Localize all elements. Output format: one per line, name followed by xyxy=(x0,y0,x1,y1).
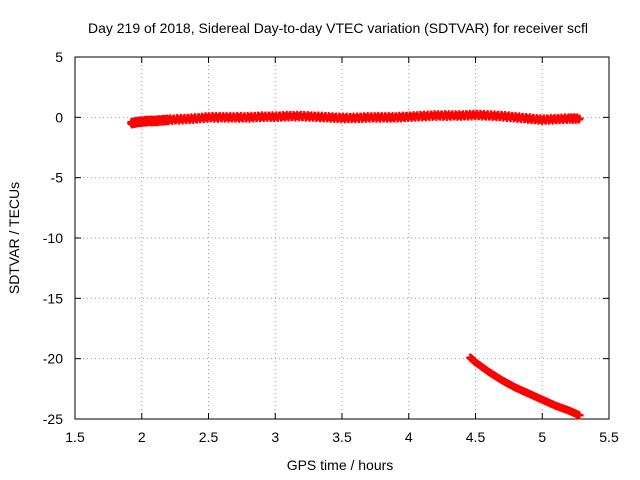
y-axis-label: SDTVAR / TECUs xyxy=(6,182,22,294)
x-tick-label: 2.5 xyxy=(199,429,219,445)
y-tick-label: 0 xyxy=(55,109,63,125)
data-point-secondary xyxy=(575,411,584,420)
axis-ticks: 1.5 2 2.5 3 3.5 4 4.5 5 5.5 5 0 -5 -10 -15 -20 -25 xyxy=(43,49,619,445)
grid-lines xyxy=(75,57,609,419)
x-tick-label: 3.5 xyxy=(332,429,352,445)
y-tick-label: -5 xyxy=(51,170,64,186)
data-point-main xyxy=(575,114,584,123)
x-tick-label: 1.5 xyxy=(65,429,85,445)
x-axis-label: GPS time / hours xyxy=(287,457,394,473)
data-points xyxy=(127,109,584,420)
x-tick-label: 5.5 xyxy=(599,429,619,445)
x-tick-label: 4.5 xyxy=(466,429,486,445)
x-tick-label: 3 xyxy=(271,429,279,445)
y-tick-label: 5 xyxy=(55,49,63,65)
y-tick-label: -10 xyxy=(43,230,63,246)
y-tick-label: -25 xyxy=(43,411,63,427)
x-tick-label: 4 xyxy=(405,429,413,445)
y-tick-label: -15 xyxy=(43,290,63,306)
x-tick-label: 5 xyxy=(538,429,546,445)
y-tick-label: -20 xyxy=(43,351,63,367)
x-tick-label: 2 xyxy=(138,429,146,445)
chart-title: Day 219 of 2018, Sidereal Day-to-day VTE… xyxy=(88,20,588,36)
